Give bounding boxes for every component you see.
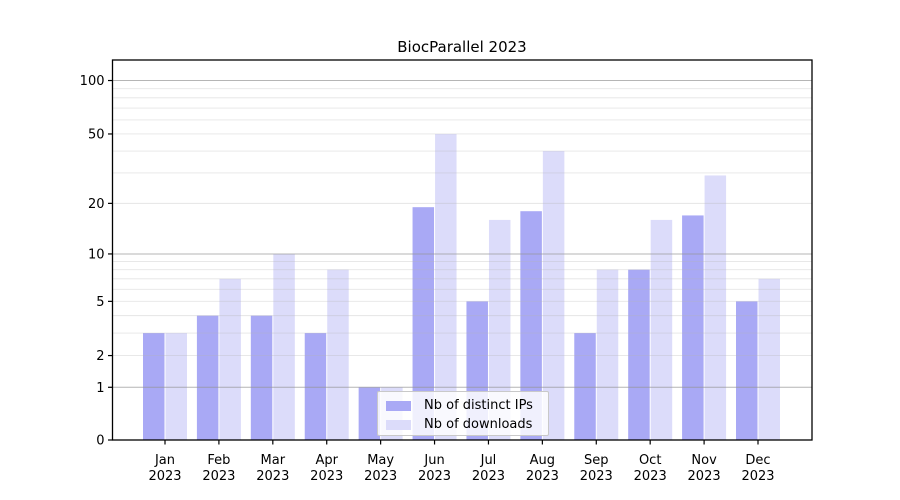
legend-label: Nb of downloads — [424, 417, 533, 432]
bar-sep-distinct-ips — [574, 333, 596, 440]
x-tick-label-year: 2023 — [310, 469, 343, 484]
x-tick-label-month: Jul — [480, 453, 497, 468]
x-tick-label-year: 2023 — [256, 469, 289, 484]
bar-dec-downloads — [758, 278, 780, 440]
x-tick-label-month: Aug — [530, 453, 555, 468]
bar-nov-downloads — [704, 175, 727, 440]
x-tick-label-month: Jan — [154, 453, 175, 468]
x-tick-label-month: Dec — [745, 453, 770, 468]
x-tick-label-year: 2023 — [526, 469, 559, 484]
bar-apr-distinct-ips — [304, 333, 327, 440]
bar-jul-downloads — [488, 219, 511, 440]
axes-spines — [111, 59, 813, 441]
legend-swatch-downloads-icon — [386, 419, 411, 430]
bar-feb-downloads — [219, 278, 241, 440]
x-tick-label-month: May — [367, 453, 394, 468]
bar-mar-distinct-ips — [250, 315, 273, 440]
x-tick-label-year: 2023 — [364, 469, 397, 484]
bar-feb-distinct-ips — [196, 315, 219, 440]
y-tick-label: 100 — [80, 74, 105, 89]
y-tick-label: 10 — [88, 247, 105, 262]
legend-swatch-distinct-ips-icon — [386, 400, 411, 411]
x-tick-label-year: 2023 — [418, 469, 451, 484]
bar-aug-distinct-ips — [520, 211, 542, 440]
x-tick-label-month: Feb — [207, 453, 230, 468]
x-tick-label-month: Mar — [261, 453, 286, 468]
x-tick-label-month: Jun — [423, 453, 444, 468]
legend-item: Nb of distinct IPs — [386, 396, 548, 415]
x-tick-label-year: 2023 — [634, 469, 667, 484]
x-tick-label-year: 2023 — [688, 469, 721, 484]
x-tick-label-year: 2023 — [580, 469, 613, 484]
bar-oct-downloads — [650, 219, 673, 440]
x-tick-label-year: 2023 — [472, 469, 505, 484]
y-tick-label: 1 — [96, 381, 104, 396]
x-tick-label-year: 2023 — [202, 469, 235, 484]
bar-jan-downloads — [165, 333, 187, 440]
y-tick-label: 5 — [96, 295, 104, 310]
x-tick-label-year: 2023 — [148, 469, 181, 484]
bar-mar-downloads — [273, 253, 295, 440]
x-tick-label-month: Nov — [691, 453, 717, 468]
bar-nov-distinct-ips — [682, 215, 704, 440]
x-tick-label-month: Apr — [315, 453, 338, 468]
bar-aug-downloads — [542, 151, 565, 440]
x-tick-label-year: 2023 — [741, 469, 774, 484]
bar-apr-downloads — [327, 269, 349, 440]
bar-oct-distinct-ips — [628, 269, 650, 440]
legend-label: Nb of distinct IPs — [424, 398, 533, 413]
y-tick-label: 50 — [88, 127, 105, 142]
y-tick-label: 0 — [96, 434, 104, 449]
bar-sep-downloads — [596, 269, 619, 440]
bar-jun-distinct-ips — [412, 207, 435, 440]
legend-item: Nb of downloads — [386, 415, 548, 434]
bar-jun-downloads — [435, 133, 457, 440]
x-tick-label-month: Oct — [639, 453, 661, 468]
legend: Nb of distinct IPs Nb of downloads — [377, 391, 549, 436]
bar-may-distinct-ips — [358, 387, 381, 440]
y-tick-label: 2 — [96, 349, 104, 364]
bar-dec-distinct-ips — [736, 301, 758, 440]
chart-title: BiocParallel 2023 — [397, 38, 527, 56]
y-tick-label: 20 — [88, 197, 105, 212]
bar-jan-distinct-ips — [143, 333, 165, 440]
x-tick-label-month: Sep — [584, 453, 609, 468]
